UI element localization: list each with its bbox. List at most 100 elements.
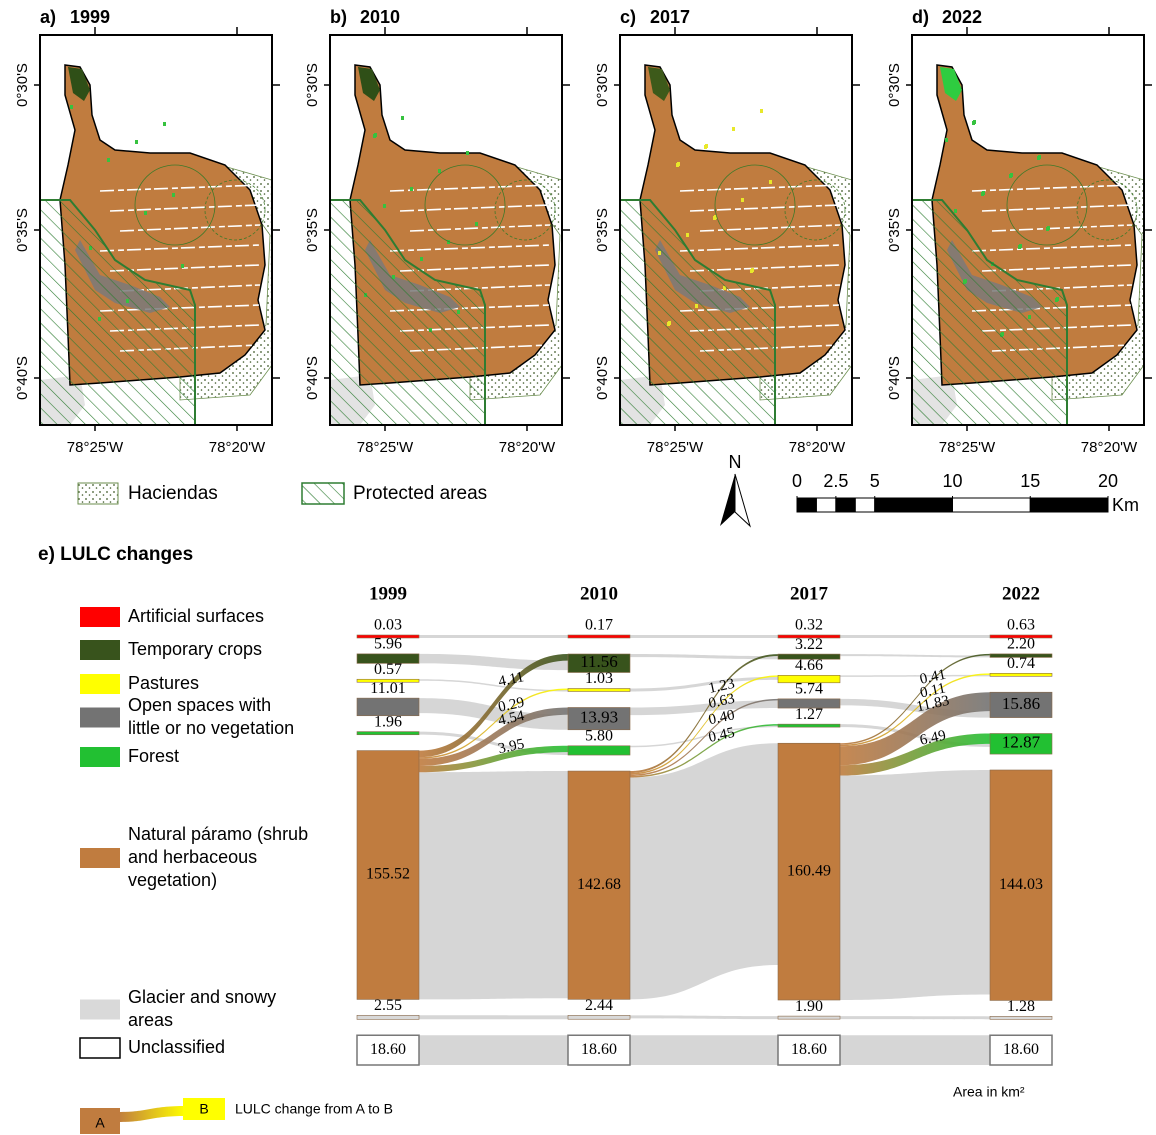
vegetation-speck — [475, 222, 478, 226]
year-label: 2022 — [1002, 583, 1040, 604]
scale-segment — [836, 498, 855, 512]
legend-label: and herbaceous — [128, 847, 257, 867]
legend-label: Artificial surfaces — [128, 606, 264, 626]
map-content — [912, 35, 1144, 425]
legend-label: Natural páramo (shrub — [128, 824, 308, 844]
haciendas-swatch — [78, 483, 118, 504]
node-label: 18.60 — [1003, 1041, 1039, 1058]
vegetation-speck — [982, 191, 985, 195]
vegetation-speck — [172, 193, 175, 197]
persistence-band — [840, 654, 990, 657]
vegetation-speck — [760, 109, 763, 113]
legend-swatch — [80, 674, 120, 694]
node — [568, 635, 630, 638]
haciendas-label: Haciendas — [128, 483, 218, 504]
node-label: 1.27 — [795, 706, 823, 723]
scale-segment — [816, 498, 835, 512]
vegetation-speck — [466, 151, 469, 155]
scale-segment — [1030, 498, 1108, 512]
scale-segment — [797, 498, 816, 512]
map-panel: c)20170°30'S0°35'S0°40'S78°25'W78°20'W — [594, 7, 860, 456]
change-text: LULC change from A to B — [235, 1101, 393, 1117]
node-label: 13.93 — [580, 708, 618, 727]
vegetation-speck — [144, 211, 147, 215]
vegetation-speck — [374, 133, 377, 137]
north-arrow — [735, 474, 750, 526]
map-label: b) — [330, 7, 347, 27]
node-label: 2.20 — [1007, 636, 1035, 653]
persistence-band — [419, 635, 568, 638]
change-swatch-flow — [118, 1106, 185, 1122]
legend-label: Forest — [128, 746, 179, 766]
persistence-band — [419, 1015, 568, 1019]
scale-segment — [855, 498, 874, 512]
node-label: 0.74 — [1007, 655, 1035, 672]
sankey-title: e) LULC changes — [38, 544, 193, 565]
vegetation-speck — [954, 209, 957, 213]
legend-swatch — [80, 708, 120, 728]
change-a: A — [95, 1115, 105, 1131]
node — [568, 1015, 630, 1019]
node-label: 1.96 — [374, 713, 402, 730]
node-label: 1.90 — [795, 998, 823, 1015]
lon-label: 78°25'W — [357, 439, 414, 456]
persistence-band — [630, 1015, 778, 1019]
year-label: 1999 — [369, 583, 407, 604]
map-content — [330, 35, 562, 425]
node-label: 1.28 — [1007, 998, 1035, 1015]
north-arrow — [720, 474, 735, 526]
change-b: B — [199, 1101, 208, 1117]
vegetation-speck — [1038, 155, 1041, 159]
node-label: 0.57 — [374, 661, 402, 678]
legend-swatch — [80, 640, 120, 660]
node — [357, 732, 419, 735]
year-label: 2017 — [790, 583, 829, 604]
vegetation-speck — [438, 169, 441, 173]
persistence-band — [630, 635, 778, 638]
legend-label: Glacier and snowy — [128, 987, 276, 1007]
node — [990, 1016, 1052, 1019]
node — [778, 724, 840, 727]
vegetation-speck — [181, 264, 184, 268]
lon-label: 78°25'W — [67, 439, 124, 456]
node-label: 144.03 — [999, 876, 1043, 893]
node-label: 2.55 — [374, 997, 402, 1014]
map-label: a) — [40, 7, 56, 27]
map-year: 2022 — [942, 7, 982, 27]
year-label: 2010 — [580, 583, 618, 604]
node-label: 0.63 — [1007, 617, 1035, 634]
persistence-band — [840, 1035, 990, 1065]
lat-label: 0°40'S — [304, 356, 321, 400]
node-label: 0.32 — [795, 617, 823, 634]
node-label: 18.60 — [791, 1041, 827, 1058]
vegetation-speck — [163, 122, 166, 126]
lat-label: 0°30'S — [886, 63, 903, 107]
flows: 4.110.294.543.951.230.630.400.450.410.11… — [419, 654, 990, 778]
node-label: 5.96 — [374, 636, 402, 653]
north-label: N — [729, 452, 742, 472]
lat-label: 0°40'S — [14, 356, 31, 400]
lon-label: 78°20'W — [209, 439, 266, 456]
node-label: 1.03 — [585, 670, 613, 687]
lon-label: 78°20'W — [499, 439, 556, 456]
vegetation-speck — [732, 127, 735, 131]
persistence-band — [419, 771, 568, 999]
map-content — [620, 35, 852, 425]
persistence-band — [419, 1035, 568, 1065]
persistence-band — [840, 770, 990, 1000]
node — [568, 688, 630, 691]
map-label: d) — [912, 7, 929, 27]
node-label: 12.87 — [1002, 733, 1041, 752]
protected-swatch — [302, 483, 344, 504]
vegetation-speck — [945, 138, 948, 142]
map-panel: b)20100°30'S0°35'S0°40'S78°25'W78°20'W — [304, 7, 570, 456]
legend-label: vegetation) — [128, 870, 217, 890]
map-year: 1999 — [70, 7, 110, 27]
legend-swatch — [80, 747, 120, 767]
legend-label: Unclassified — [128, 1037, 225, 1057]
persistence-band — [419, 679, 568, 691]
legend-swatch — [80, 848, 120, 868]
vegetation-speck — [1047, 226, 1050, 230]
vegetation-speck — [70, 105, 73, 109]
node — [357, 1015, 419, 1019]
